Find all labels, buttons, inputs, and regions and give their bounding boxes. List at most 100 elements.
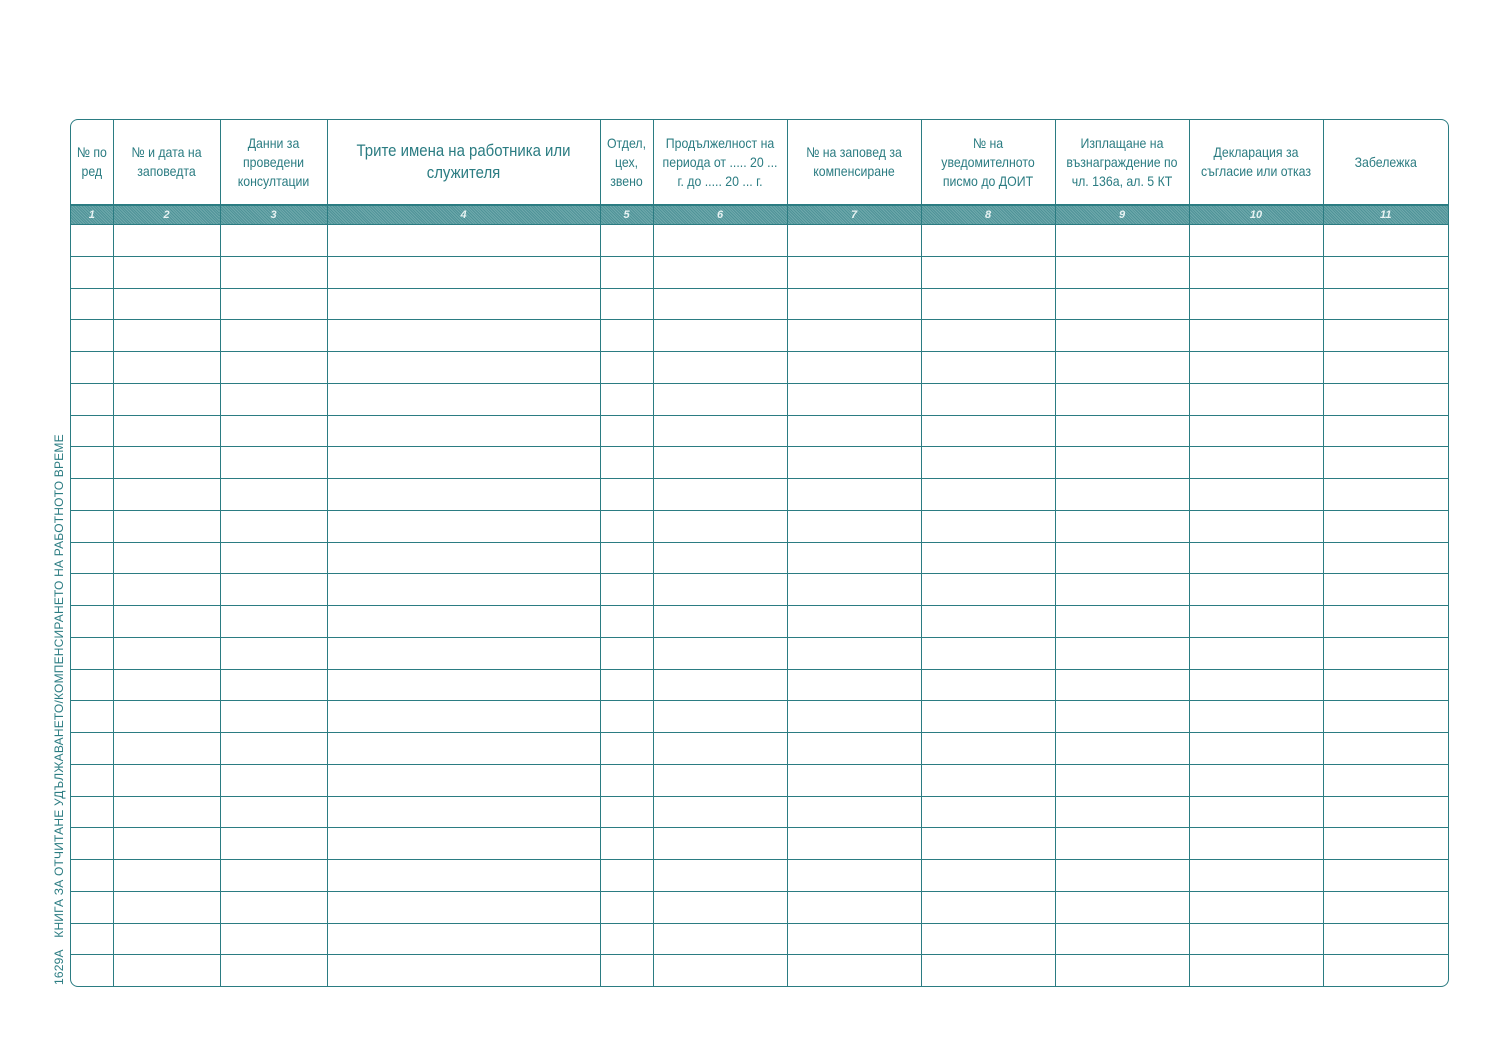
entry-cell[interactable] xyxy=(599,382,654,416)
entry-cell[interactable] xyxy=(652,351,788,384)
entry-cell[interactable] xyxy=(920,636,1056,670)
entry-cell[interactable] xyxy=(326,954,601,986)
entry-cell[interactable] xyxy=(71,700,114,733)
entry-cell[interactable] xyxy=(1054,922,1190,956)
entry-cell[interactable] xyxy=(326,509,601,543)
entry-cell[interactable] xyxy=(219,287,328,321)
entry-cell[interactable] xyxy=(786,732,922,765)
entry-cell[interactable] xyxy=(652,382,788,416)
entry-cell[interactable] xyxy=(786,446,922,479)
entry-cell[interactable] xyxy=(652,890,788,924)
entry-cell[interactable] xyxy=(1188,287,1324,321)
entry-cell[interactable] xyxy=(112,446,221,479)
entry-cell[interactable] xyxy=(326,700,601,733)
entry-cell[interactable] xyxy=(112,636,221,670)
entry-cell[interactable] xyxy=(219,859,328,892)
entry-cell[interactable] xyxy=(1188,636,1324,670)
entry-cell[interactable] xyxy=(1322,224,1448,257)
entry-cell[interactable] xyxy=(1188,700,1324,733)
entry-cell[interactable] xyxy=(71,763,114,797)
entry-cell[interactable] xyxy=(599,859,654,892)
entry-cell[interactable] xyxy=(71,605,114,638)
entry-cell[interactable] xyxy=(1188,605,1324,638)
entry-cell[interactable] xyxy=(786,573,922,606)
entry-cell[interactable] xyxy=(599,668,654,702)
entry-cell[interactable] xyxy=(599,255,654,289)
entry-cell[interactable] xyxy=(1054,763,1190,797)
entry-cell[interactable] xyxy=(112,668,221,702)
entry-cell[interactable] xyxy=(219,255,328,289)
entry-cell[interactable] xyxy=(599,224,654,257)
entry-cell[interactable] xyxy=(71,732,114,765)
entry-cell[interactable] xyxy=(112,382,221,416)
entry-cell[interactable] xyxy=(786,954,922,986)
entry-cell[interactable] xyxy=(326,763,601,797)
entry-cell[interactable] xyxy=(1188,414,1324,448)
entry-cell[interactable] xyxy=(112,922,221,956)
entry-cell[interactable] xyxy=(71,636,114,670)
entry-cell[interactable] xyxy=(1322,319,1448,352)
entry-cell[interactable] xyxy=(1054,732,1190,765)
entry-cell[interactable] xyxy=(112,700,221,733)
entry-cell[interactable] xyxy=(920,541,1056,575)
entry-cell[interactable] xyxy=(1322,890,1448,924)
entry-cell[interactable] xyxy=(71,446,114,479)
entry-cell[interactable] xyxy=(1188,827,1324,860)
entry-cell[interactable] xyxy=(1322,605,1448,638)
entry-cell[interactable] xyxy=(326,382,601,416)
entry-cell[interactable] xyxy=(786,319,922,352)
entry-cell[interactable] xyxy=(219,763,328,797)
entry-cell[interactable] xyxy=(652,605,788,638)
entry-cell[interactable] xyxy=(920,446,1056,479)
entry-cell[interactable] xyxy=(1322,478,1448,511)
entry-cell[interactable] xyxy=(599,795,654,829)
entry-cell[interactable] xyxy=(326,573,601,606)
entry-cell[interactable] xyxy=(1188,922,1324,956)
entry-cell[interactable] xyxy=(1322,922,1448,956)
entry-cell[interactable] xyxy=(71,859,114,892)
entry-cell[interactable] xyxy=(786,763,922,797)
entry-cell[interactable] xyxy=(920,890,1056,924)
entry-cell[interactable] xyxy=(112,319,221,352)
entry-cell[interactable] xyxy=(920,954,1056,986)
entry-cell[interactable] xyxy=(1054,351,1190,384)
entry-cell[interactable] xyxy=(652,922,788,956)
entry-cell[interactable] xyxy=(219,382,328,416)
entry-cell[interactable] xyxy=(326,890,601,924)
entry-cell[interactable] xyxy=(599,319,654,352)
entry-cell[interactable] xyxy=(71,541,114,575)
entry-cell[interactable] xyxy=(112,732,221,765)
entry-cell[interactable] xyxy=(112,827,221,860)
entry-cell[interactable] xyxy=(1054,382,1190,416)
entry-cell[interactable] xyxy=(786,478,922,511)
entry-cell[interactable] xyxy=(1054,509,1190,543)
entry-cell[interactable] xyxy=(1322,509,1448,543)
entry-cell[interactable] xyxy=(1054,795,1190,829)
entry-cell[interactable] xyxy=(1188,890,1324,924)
entry-cell[interactable] xyxy=(599,478,654,511)
entry-cell[interactable] xyxy=(326,795,601,829)
entry-cell[interactable] xyxy=(1322,700,1448,733)
entry-cell[interactable] xyxy=(920,478,1056,511)
entry-cell[interactable] xyxy=(219,732,328,765)
entry-cell[interactable] xyxy=(599,541,654,575)
entry-cell[interactable] xyxy=(219,319,328,352)
entry-cell[interactable] xyxy=(326,541,601,575)
entry-cell[interactable] xyxy=(1054,668,1190,702)
entry-cell[interactable] xyxy=(1054,827,1190,860)
entry-cell[interactable] xyxy=(1054,605,1190,638)
entry-cell[interactable] xyxy=(112,224,221,257)
entry-cell[interactable] xyxy=(112,414,221,448)
entry-cell[interactable] xyxy=(112,954,221,986)
entry-cell[interactable] xyxy=(920,859,1056,892)
entry-cell[interactable] xyxy=(1188,319,1324,352)
entry-cell[interactable] xyxy=(652,573,788,606)
entry-cell[interactable] xyxy=(326,351,601,384)
entry-cell[interactable] xyxy=(652,795,788,829)
entry-cell[interactable] xyxy=(920,732,1056,765)
entry-cell[interactable] xyxy=(1054,541,1190,575)
entry-cell[interactable] xyxy=(1322,414,1448,448)
entry-cell[interactable] xyxy=(920,795,1056,829)
entry-cell[interactable] xyxy=(219,827,328,860)
entry-cell[interactable] xyxy=(786,922,922,956)
